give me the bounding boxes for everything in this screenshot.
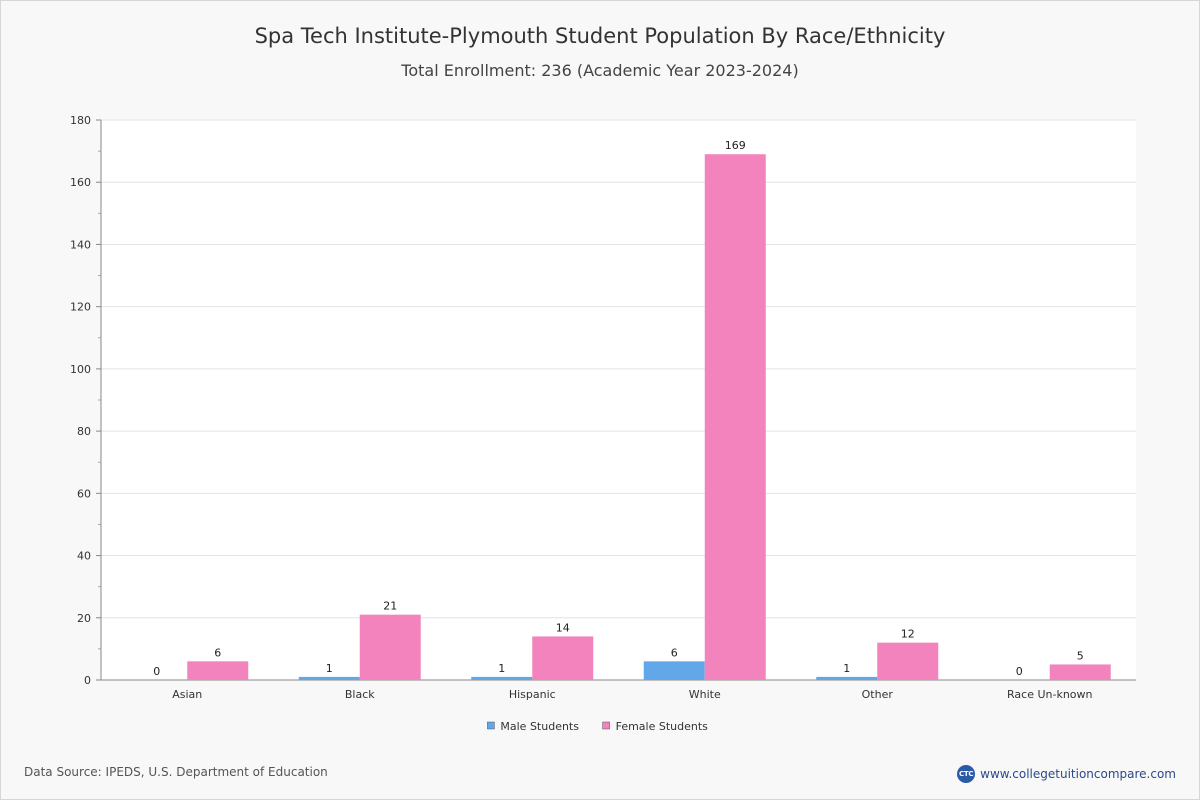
data-label: 1 — [326, 662, 333, 675]
data-label: 0 — [153, 665, 160, 678]
y-tick-label: 80 — [77, 425, 91, 438]
male-bar-other[interactable] — [816, 676, 878, 680]
legend-swatch-male — [487, 721, 495, 730]
male-bar-white[interactable] — [643, 661, 705, 680]
data-label: 14 — [556, 621, 570, 634]
chart-subtitle: Total Enrollment: 236 (Academic Year 202… — [401, 61, 799, 80]
female-bar-black[interactable] — [359, 614, 421, 680]
data-label: 5 — [1077, 649, 1084, 662]
data-label: 1 — [843, 662, 850, 675]
legend-label-male[interactable]: Male Students — [500, 720, 579, 733]
female-bar-other[interactable] — [877, 642, 939, 680]
plot-background — [101, 120, 1136, 680]
x-tick-label: White — [689, 688, 721, 701]
y-tick-label: 160 — [70, 176, 91, 189]
data-label: 0 — [1016, 665, 1023, 678]
x-tick-label: Black — [345, 688, 375, 701]
data-label: 6 — [671, 646, 678, 659]
data-label: 1 — [498, 662, 505, 675]
legend-swatch-female — [602, 721, 610, 730]
data-source-note: Data Source: IPEDS, U.S. Department of E… — [24, 765, 328, 779]
x-tick-label: Race Un-known — [1007, 688, 1093, 701]
x-tick-label: Asian — [172, 688, 202, 701]
female-bar-white[interactable] — [704, 154, 766, 680]
x-tick-label: Other — [862, 688, 894, 701]
female-bar-asian[interactable] — [187, 661, 249, 680]
brand-logo-icon: CTC — [957, 765, 976, 783]
female-bar-race-un-known[interactable] — [1049, 664, 1111, 680]
brand-link[interactable]: CTC www.collegetuitioncompare.com — [957, 765, 1176, 783]
chart-title: Spa Tech Institute-Plymouth Student Popu… — [254, 24, 946, 48]
x-tick-label: Hispanic — [509, 688, 556, 701]
y-tick-label: 120 — [70, 301, 91, 314]
female-bar-hispanic[interactable] — [532, 636, 594, 680]
male-bar-black[interactable] — [298, 676, 360, 680]
data-label: 12 — [901, 628, 915, 641]
data-label: 21 — [383, 600, 397, 613]
data-label: 6 — [214, 646, 221, 659]
brand-url: www.collegetuitioncompare.com — [980, 767, 1176, 781]
y-tick-label: 140 — [70, 238, 91, 251]
legend-label-female[interactable]: Female Students — [616, 720, 709, 733]
y-tick-label: 60 — [77, 487, 91, 500]
y-tick-label: 20 — [77, 612, 91, 625]
y-tick-label: 180 — [70, 114, 91, 127]
y-tick-label: 0 — [84, 674, 91, 687]
male-bar-hispanic[interactable] — [471, 676, 533, 680]
y-tick-label: 40 — [77, 550, 91, 563]
data-label: 169 — [725, 139, 746, 152]
y-tick-label: 100 — [70, 363, 91, 376]
